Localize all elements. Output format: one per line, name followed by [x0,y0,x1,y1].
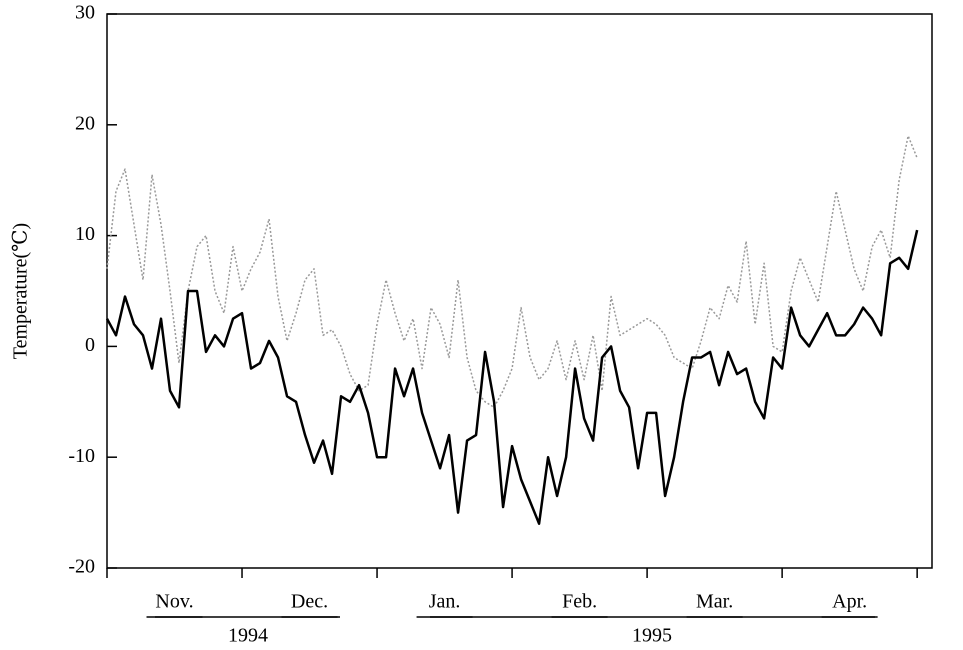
plot-frame [106,13,933,569]
month-label: Jan. [429,591,461,613]
y-tick-label: -20 [68,556,95,578]
year-label: 1995 [632,625,672,647]
month-label: Nov. [155,591,193,613]
y-tick-label: 0 [85,334,95,356]
y-tick-label: 20 [75,112,95,134]
series-line [105,229,919,525]
y-axis-label: Temperature(℃) [10,223,32,359]
y-tick-label: -10 [68,445,95,467]
y-tick-label: 10 [75,223,95,245]
series-line [106,135,918,409]
month-label: Apr. [832,591,867,613]
year-label: 1994 [228,625,268,647]
month-label: Mar. [696,591,733,613]
y-tick-label: 30 [75,2,95,24]
month-label: Feb. [562,591,597,613]
month-label: Dec. [291,591,328,613]
